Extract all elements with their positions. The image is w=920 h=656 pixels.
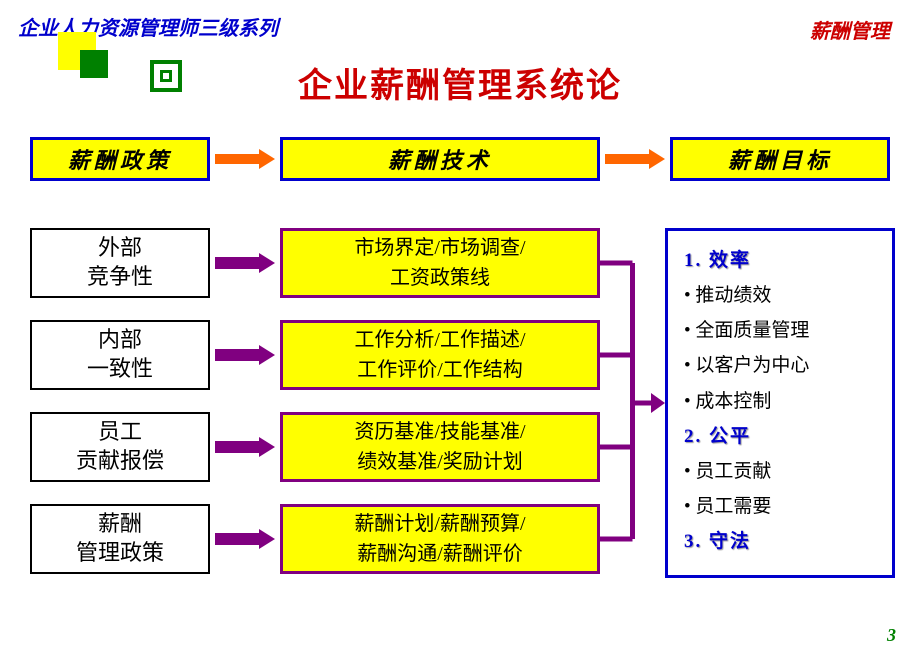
top-box-2: 薪酬目标 bbox=[670, 137, 890, 181]
header-right: 薪酬管理 bbox=[810, 15, 890, 44]
merge-connector bbox=[600, 248, 665, 554]
arrow-icon bbox=[215, 248, 275, 278]
goal-bullet-4: • 成本控制 bbox=[684, 384, 876, 419]
goals-panel: 1. 效率• 推动绩效• 全面质量管理• 以客户为中心• 成本控制2. 公平• … bbox=[665, 228, 895, 578]
mid-box-3: 薪酬计划/薪酬预算/薪酬沟通/薪酬评价 bbox=[280, 504, 600, 574]
top-box-0: 薪酬政策 bbox=[30, 137, 210, 181]
arrow-icon bbox=[215, 340, 275, 370]
arrow-icon bbox=[605, 144, 665, 174]
left-box-3: 薪酬管理政策 bbox=[30, 504, 210, 574]
mid-box-0: 市场界定/市场调查/工资政策线 bbox=[280, 228, 600, 298]
goal-bullet-2: • 全面质量管理 bbox=[684, 313, 876, 348]
page-number: 3 bbox=[887, 625, 896, 646]
left-box-1: 内部一致性 bbox=[30, 320, 210, 390]
goal-bullet-6: • 员工贡献 bbox=[684, 454, 876, 489]
left-box-2: 员工贡献报偿 bbox=[30, 412, 210, 482]
goal-title-8: 3. 守法 bbox=[684, 524, 876, 559]
goal-title-5: 2. 公平 bbox=[684, 419, 876, 454]
top-box-1: 薪酬技术 bbox=[280, 137, 600, 181]
goal-bullet-3: • 以客户为中心 bbox=[684, 348, 876, 383]
mid-box-1: 工作分析/工作描述/工作评价/工作结构 bbox=[280, 320, 600, 390]
goal-bullet-1: • 推动绩效 bbox=[684, 278, 876, 313]
arrow-icon bbox=[215, 432, 275, 462]
goal-bullet-7: • 员工需要 bbox=[684, 489, 876, 524]
header-left: 企业人力资源管理师三级系列 bbox=[18, 12, 278, 41]
left-box-0: 外部竞争性 bbox=[30, 228, 210, 298]
arrow-icon bbox=[215, 144, 275, 174]
goal-title-0: 1. 效率 bbox=[684, 243, 876, 278]
page-title: 企业薪酬管理系统论 bbox=[0, 58, 920, 107]
mid-box-2: 资历基准/技能基准/绩效基准/奖励计划 bbox=[280, 412, 600, 482]
arrow-icon bbox=[215, 524, 275, 554]
